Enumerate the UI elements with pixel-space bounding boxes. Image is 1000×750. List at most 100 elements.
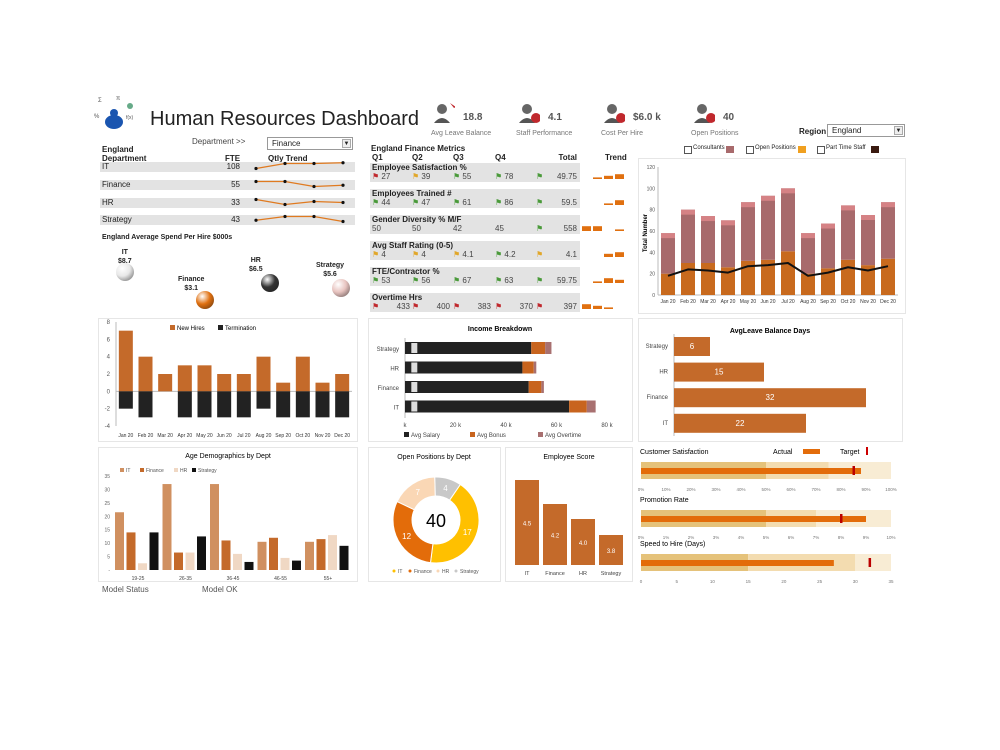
data-label: 4: [443, 484, 448, 493]
bar-new-hires: [315, 382, 330, 392]
kpi-value: 4.1: [548, 112, 562, 123]
bar-consultants: [741, 202, 755, 261]
metric-cell: ⚑ 61: [453, 198, 471, 207]
bullet-actual: [641, 516, 866, 522]
x-tick-label: Feb 20: [680, 299, 696, 305]
flag-icon: ⚑: [536, 198, 544, 207]
bar-consultants: [821, 223, 835, 269]
legend-checkbox[interactable]: [817, 146, 825, 154]
bar-open-positions: [741, 260, 755, 295]
metric-value: 86: [504, 198, 514, 207]
metric-cell: ⚑ 55: [453, 172, 471, 181]
bar-consultants: [881, 202, 895, 259]
legend-label: HR: [442, 569, 450, 575]
sparkline-point: [283, 161, 287, 166]
x-tick-label: 5: [675, 579, 678, 584]
metric-cell: ⚑ 63: [495, 276, 513, 285]
flag-icon: ⚑: [453, 198, 463, 207]
open-positions-donut: Open Positions by Dept 17 12 7 4 40 IT Finance H…: [392, 454, 480, 575]
y-tick-label: HR: [390, 367, 399, 373]
x-tick-label: Mar 20: [157, 433, 173, 439]
sparkline-point: [283, 179, 287, 184]
x-tick-label: 60%: [786, 487, 795, 492]
bar-it: [115, 512, 124, 570]
y-tick-label: 0: [107, 389, 111, 395]
sparkline-point: [312, 214, 316, 219]
bar-strategy: [339, 545, 349, 570]
bar-avg-salary: [405, 361, 523, 374]
x-tick-label: 20 k: [450, 423, 462, 429]
data-label: 3.8: [607, 549, 616, 555]
x-tick-label: 20%: [686, 487, 695, 492]
metric-cell: ⚑ 56: [412, 276, 430, 285]
line-part-time-staff: [667, 262, 889, 277]
metric-cell: ⚑ 400: [412, 302, 450, 311]
bar-open-positions: [821, 268, 835, 295]
metric-value: 78: [504, 172, 514, 181]
metric-cell: ⚑ 4: [412, 250, 426, 259]
x-tick-label: 20: [781, 579, 787, 584]
bar-open-positions: [861, 265, 875, 295]
sparkline-point: [341, 219, 345, 224]
metric-cell: ⚑ 27: [372, 172, 390, 181]
metric-value: 4.1: [462, 250, 474, 259]
legend-swatch: [174, 468, 178, 472]
y-tick-label: -4: [105, 424, 111, 430]
bar-avg-bonus: [528, 381, 542, 393]
sparkline-point: [283, 202, 287, 207]
bar-hr: [233, 553, 242, 570]
x-tick-label: May 20: [740, 299, 757, 305]
bar-hr: [138, 563, 147, 570]
metric-cell: ⚑ 39: [412, 172, 430, 181]
bar-it: [257, 541, 267, 570]
metric-cell: 42: [453, 224, 462, 233]
bar-finance: [316, 539, 326, 570]
region-select[interactable]: England ▼: [827, 124, 905, 137]
legend-swatch: [392, 569, 396, 573]
dept-name: IT: [102, 162, 110, 171]
bar-termination: [256, 391, 271, 409]
metric-cell: ⚑ 53: [372, 276, 390, 285]
x-tick-label: Aug 20: [256, 433, 272, 439]
x-tick-label: 80%: [836, 487, 845, 492]
department-select[interactable]: Finance ▼: [267, 137, 353, 150]
trend-bars: [604, 252, 624, 257]
flag-icon: ⚑: [412, 250, 422, 259]
bar-consultants: [781, 188, 795, 252]
row-band: [370, 267, 580, 286]
sparkline-point: [312, 184, 316, 189]
x-tick-label: Strategy: [601, 571, 622, 577]
bar-leave: [674, 413, 806, 433]
legend-checkbox[interactable]: [684, 146, 692, 154]
data-label: 4.5: [523, 522, 532, 528]
x-tick-label: May 20: [196, 433, 213, 439]
x-tick-label: 46-55: [274, 576, 287, 582]
bar-consultants: [801, 233, 815, 274]
col-department: Department: [102, 154, 147, 163]
svg-text:π: π: [116, 96, 120, 102]
kpi-label: Staff Performance: [516, 130, 573, 137]
bar-avg-overtime: [533, 361, 537, 374]
trend-bar: [615, 279, 624, 283]
data-label: 4.0: [579, 541, 588, 547]
bar-consultants-top: [881, 202, 895, 208]
y-tick-label: 10: [104, 541, 110, 547]
spend-title: England Average Spend Per Hire $000s: [102, 234, 233, 241]
y-tick-label: 120: [647, 165, 656, 171]
row-band: [100, 215, 355, 225]
metrics-header: Q4: [495, 153, 506, 162]
bar-new-hires: [158, 374, 173, 392]
bullet-target: [852, 466, 855, 475]
trend-bar: [593, 226, 602, 231]
trend-bar: [604, 307, 613, 309]
bar-open-positions: [841, 259, 855, 295]
legend-label: Actual: [773, 449, 793, 456]
flag-icon: ⚑: [495, 172, 505, 181]
y-tick-label: Finance: [378, 386, 400, 392]
bar-hr: [328, 535, 337, 570]
data-label: 7: [415, 488, 420, 497]
sparkline: [254, 161, 345, 171]
sparkline-line: [255, 198, 344, 206]
spend-ball: [332, 279, 350, 297]
legend-checkbox[interactable]: [746, 146, 754, 154]
